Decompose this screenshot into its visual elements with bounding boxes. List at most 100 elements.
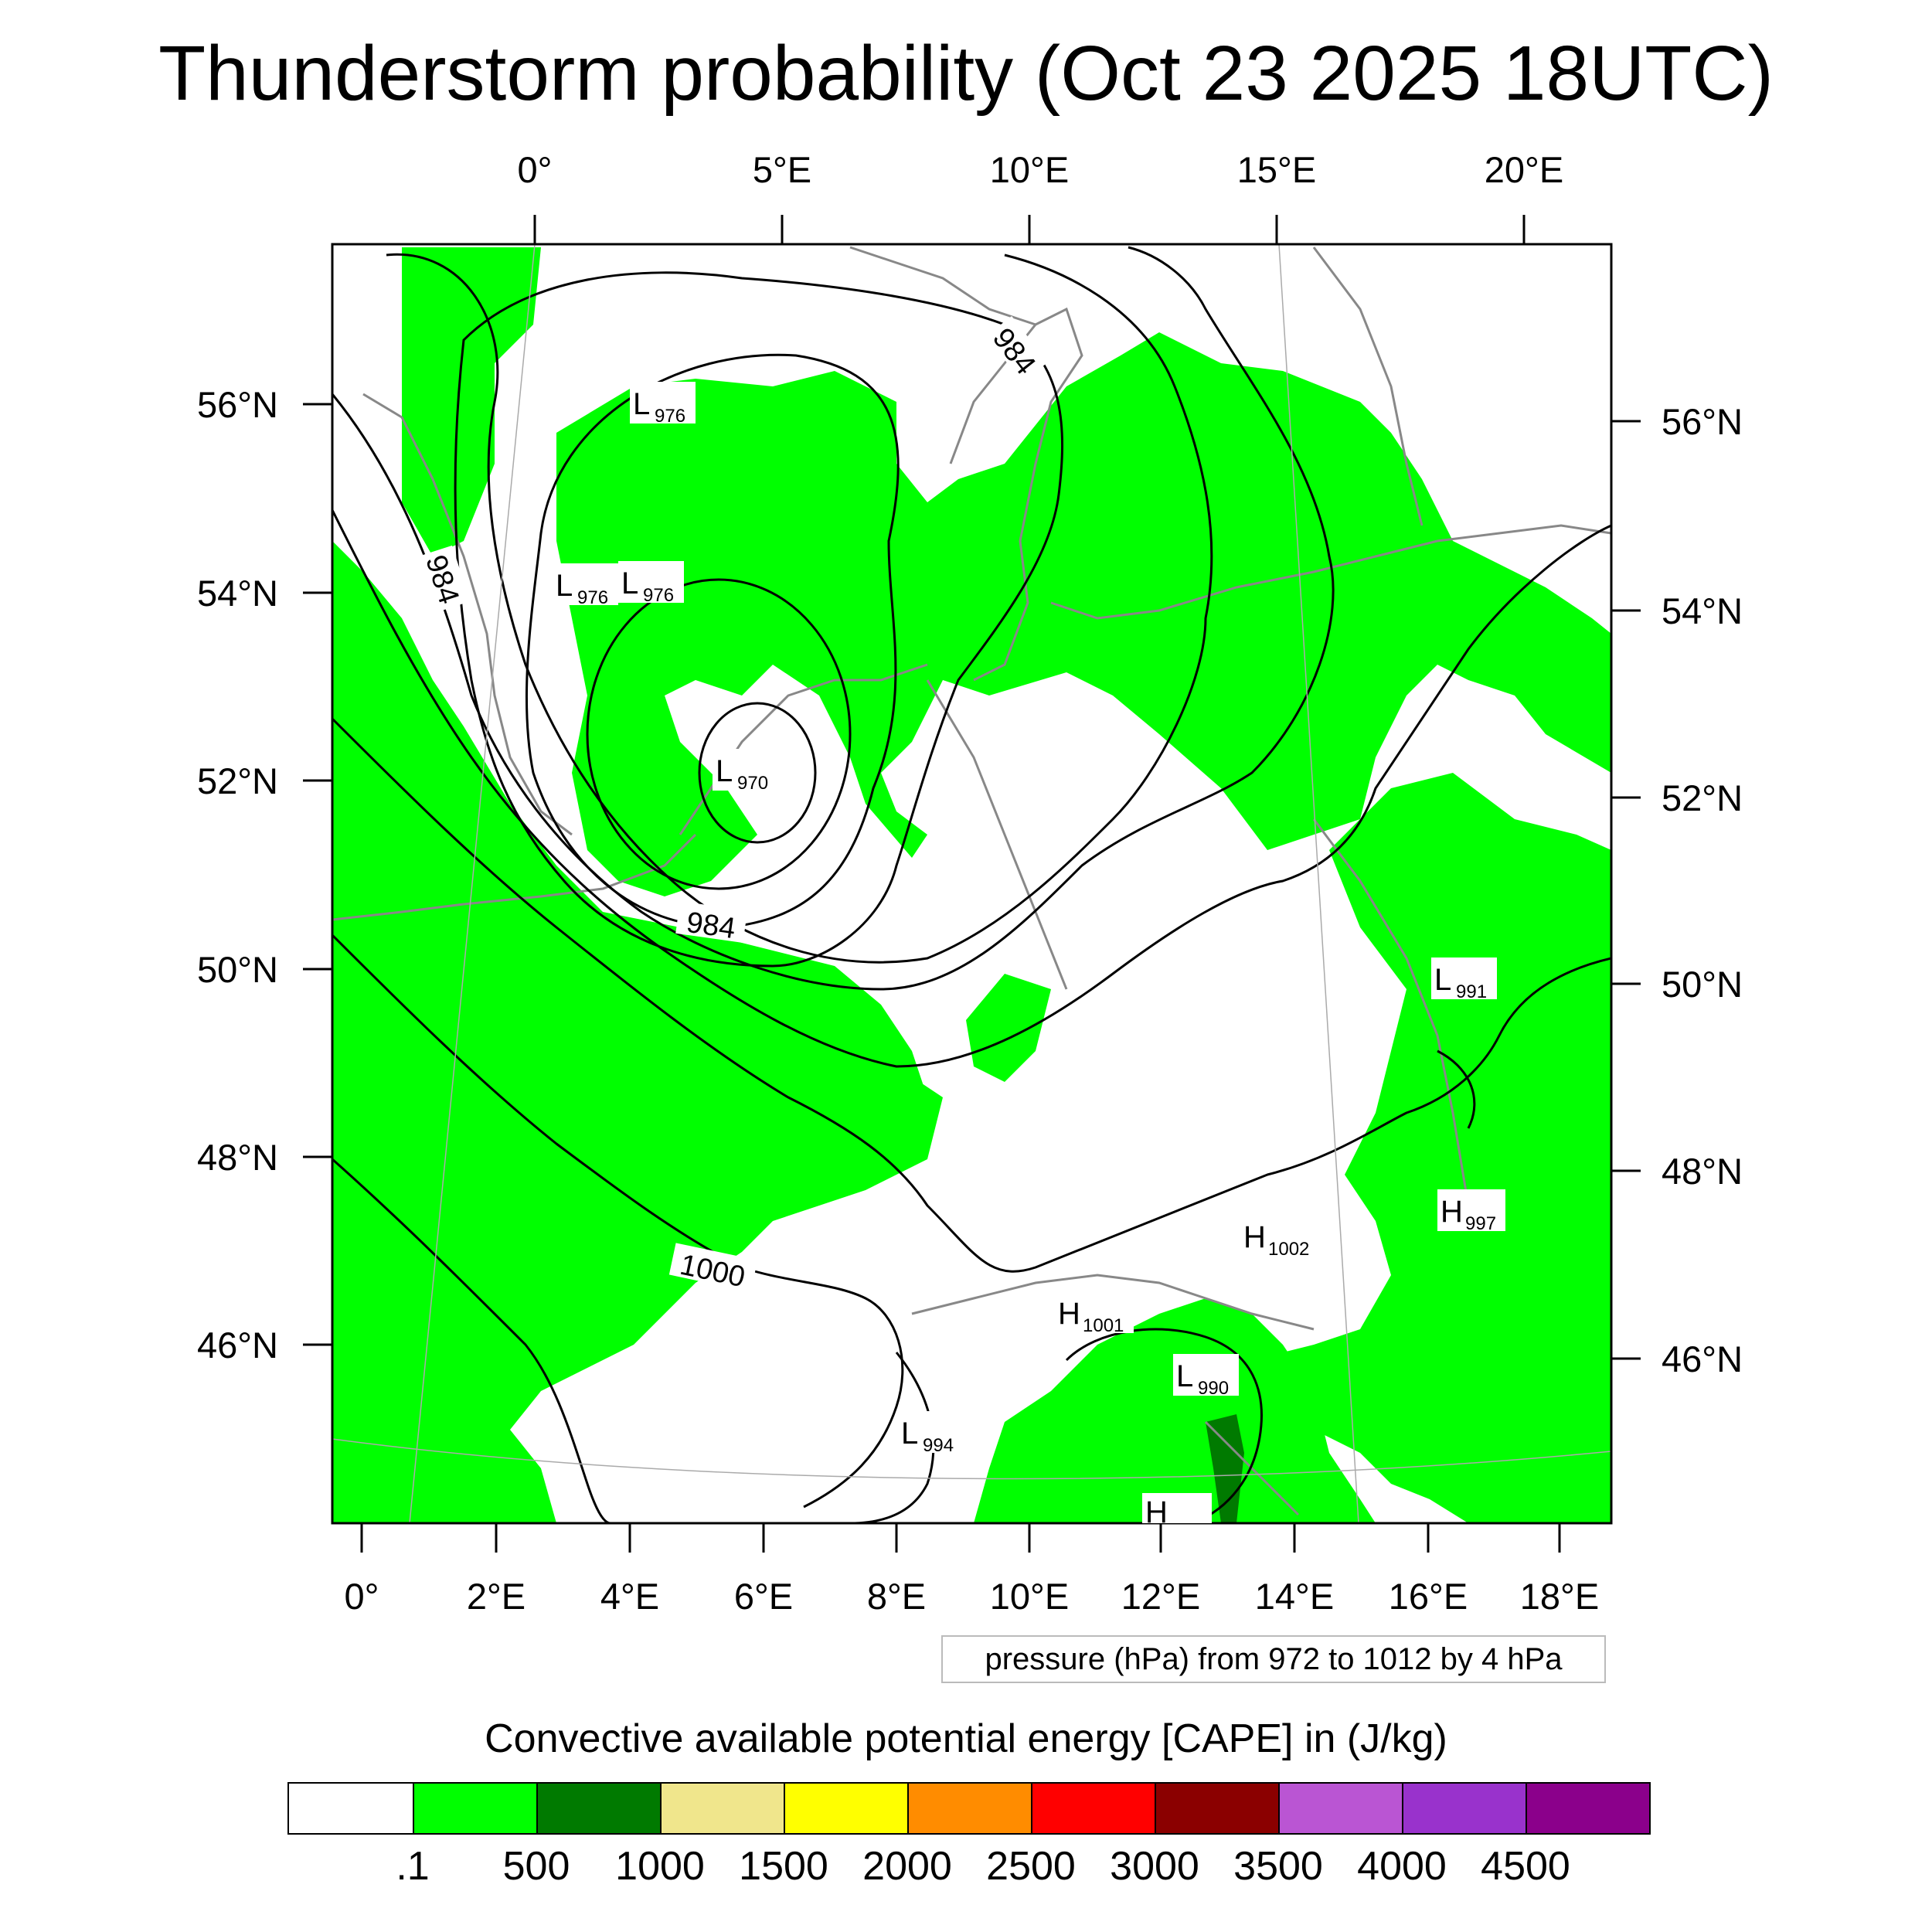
- isobar-1008: [332, 1158, 611, 1523]
- bottom-lon-label: 12°E: [1121, 1576, 1200, 1617]
- axis-ticks: [303, 215, 1641, 1553]
- coast-denmark: [949, 307, 1083, 682]
- meridian-15: [1278, 244, 1359, 1523]
- right-lat-label: 54°N: [1662, 590, 1743, 631]
- legend-title: Convective available potential energy [C…: [485, 1716, 1447, 1761]
- high-center-marker: H 1001: [1055, 1291, 1134, 1336]
- isobar-south-low-2: [849, 1352, 935, 1523]
- low-center-marker: L 994: [898, 1411, 964, 1456]
- border-alps: [911, 1274, 1315, 1331]
- colorbar-swatch: [536, 1784, 660, 1833]
- svg-text:976: 976: [577, 587, 608, 608]
- page-title: Thunderstorm probability (Oct 23 2025 18…: [158, 30, 1774, 117]
- svg-text:H: H: [1440, 1195, 1463, 1229]
- cape-area-northwest: [402, 247, 541, 556]
- bottom-longitude-labels: 0° 2°E 4°E 6°E 8°E 10°E 12°E 14°E 16°E 1…: [345, 1576, 1600, 1617]
- isobar-976: [586, 578, 852, 890]
- colorbar-swatch: [413, 1784, 536, 1833]
- low-center-marker: L 991: [1431, 957, 1497, 1002]
- low-center-marker: L 970: [713, 749, 778, 794]
- colorbar-swatch: [1155, 1784, 1278, 1833]
- left-lat-label: 48°N: [197, 1137, 278, 1178]
- left-lat-label: 50°N: [197, 949, 278, 990]
- svg-text:H: H: [1145, 1495, 1168, 1529]
- isobar-972: [698, 702, 817, 844]
- svg-text:1001: 1001: [1083, 1315, 1124, 1336]
- isobar-label: 984: [685, 906, 738, 945]
- svg-text:L: L: [901, 1417, 918, 1451]
- bottom-lon-label: 6°E: [734, 1576, 793, 1617]
- top-lon-label: 15°E: [1237, 149, 1316, 190]
- svg-text:L: L: [621, 566, 638, 600]
- low-center-marker: L 990: [1173, 1354, 1239, 1399]
- svg-text:H: H: [1058, 1297, 1080, 1331]
- isobar-1000: [332, 717, 1611, 1273]
- top-lon-label: 20°E: [1485, 149, 1563, 190]
- right-latitude-labels: 56°N 54°N 52°N 50°N 48°N 46°N: [1662, 401, 1743, 1379]
- svg-text:H: H: [1243, 1220, 1266, 1254]
- low-center-marker: L 976: [630, 382, 696, 427]
- colorbar-label: 3500: [1233, 1844, 1323, 1889]
- bottom-lon-label: 18°E: [1520, 1576, 1599, 1617]
- low-center-marker: L 976: [553, 563, 618, 608]
- cape-area-west-2: [332, 835, 943, 1190]
- colorbar-label: 4500: [1481, 1844, 1570, 1889]
- svg-text:L: L: [1434, 963, 1451, 997]
- colorbar-label: 4000: [1357, 1844, 1447, 1889]
- colorbar-swatch: [784, 1784, 907, 1833]
- coastlines: [332, 246, 1611, 1516]
- colorbar-labels: .1 500 1000 1500 2000 2500 3000 3500 4000 4500: [0, 1843, 1932, 1897]
- right-lat-label: 48°N: [1662, 1151, 1743, 1192]
- svg-text:997: 997: [1465, 1213, 1496, 1234]
- svg-text:L: L: [1176, 1359, 1193, 1393]
- colorbar-label: 2500: [986, 1844, 1076, 1889]
- colorbar-label: .1: [396, 1844, 430, 1889]
- colorbar-swatch: [660, 1784, 784, 1833]
- isobar-988: [386, 253, 1213, 964]
- left-lat-label: 46°N: [197, 1325, 278, 1366]
- svg-text:976: 976: [643, 585, 674, 606]
- svg-text:L: L: [716, 754, 733, 788]
- cape-area-alps: [1206, 1414, 1244, 1523]
- isobar-980: [525, 353, 900, 929]
- coast-netherlands: [679, 663, 928, 835]
- isobar-east-low: [1437, 1049, 1476, 1129]
- cape-area-central: [966, 974, 1051, 1082]
- colorbar-swatch: [1031, 1784, 1155, 1833]
- high-center-marker: H 1002: [1240, 1215, 1319, 1260]
- bottom-lon-label: 14°E: [1255, 1576, 1334, 1617]
- bottom-lon-label: 0°: [345, 1576, 379, 1617]
- meridian-0: [409, 244, 536, 1523]
- colorbar-swatch: [1526, 1784, 1649, 1833]
- svg-text:994: 994: [923, 1435, 954, 1456]
- right-lat-label: 52°N: [1662, 777, 1743, 818]
- colorbar-swatch: [907, 1784, 1031, 1833]
- bottom-lon-label: 8°E: [867, 1576, 926, 1617]
- svg-text:1002: 1002: [1268, 1239, 1309, 1260]
- cape-area-south: [974, 1298, 1376, 1523]
- cape-area-east: [1236, 773, 1611, 1523]
- top-longitude-labels: 0° 5°E 10°E 15°E 20°E: [518, 149, 1564, 190]
- top-lon-label: 0°: [518, 149, 553, 190]
- colorbar-label: 3000: [1110, 1844, 1199, 1889]
- colorbar-label: 1000: [615, 1844, 705, 1889]
- left-lat-label: 56°N: [197, 384, 278, 425]
- coast-adriatic: [1204, 1420, 1300, 1516]
- svg-text:976: 976: [655, 406, 685, 427]
- coast-britain-south: [332, 833, 697, 921]
- cape-shading: [332, 247, 1611, 1523]
- contour-info-box: pressure (hPa) from 972 to 1012 by 4 hPa: [941, 1635, 1606, 1683]
- left-latitude-labels: 56°N 54°N 52°N 50°N 48°N 46°N: [197, 384, 278, 1366]
- left-lat-label: 54°N: [197, 573, 278, 614]
- parallel-45: [332, 1438, 1611, 1480]
- right-lat-label: 50°N: [1662, 964, 1743, 1005]
- coast-baltic: [1050, 524, 1611, 620]
- top-lon-label: 10°E: [990, 149, 1069, 190]
- svg-text:L: L: [556, 569, 573, 603]
- colorbar-swatch: [1278, 1784, 1402, 1833]
- coast-britain: [362, 393, 573, 836]
- isobar-996: [332, 509, 1611, 1068]
- high-center-marker: H: [1142, 1493, 1212, 1529]
- colorbar: [287, 1782, 1651, 1835]
